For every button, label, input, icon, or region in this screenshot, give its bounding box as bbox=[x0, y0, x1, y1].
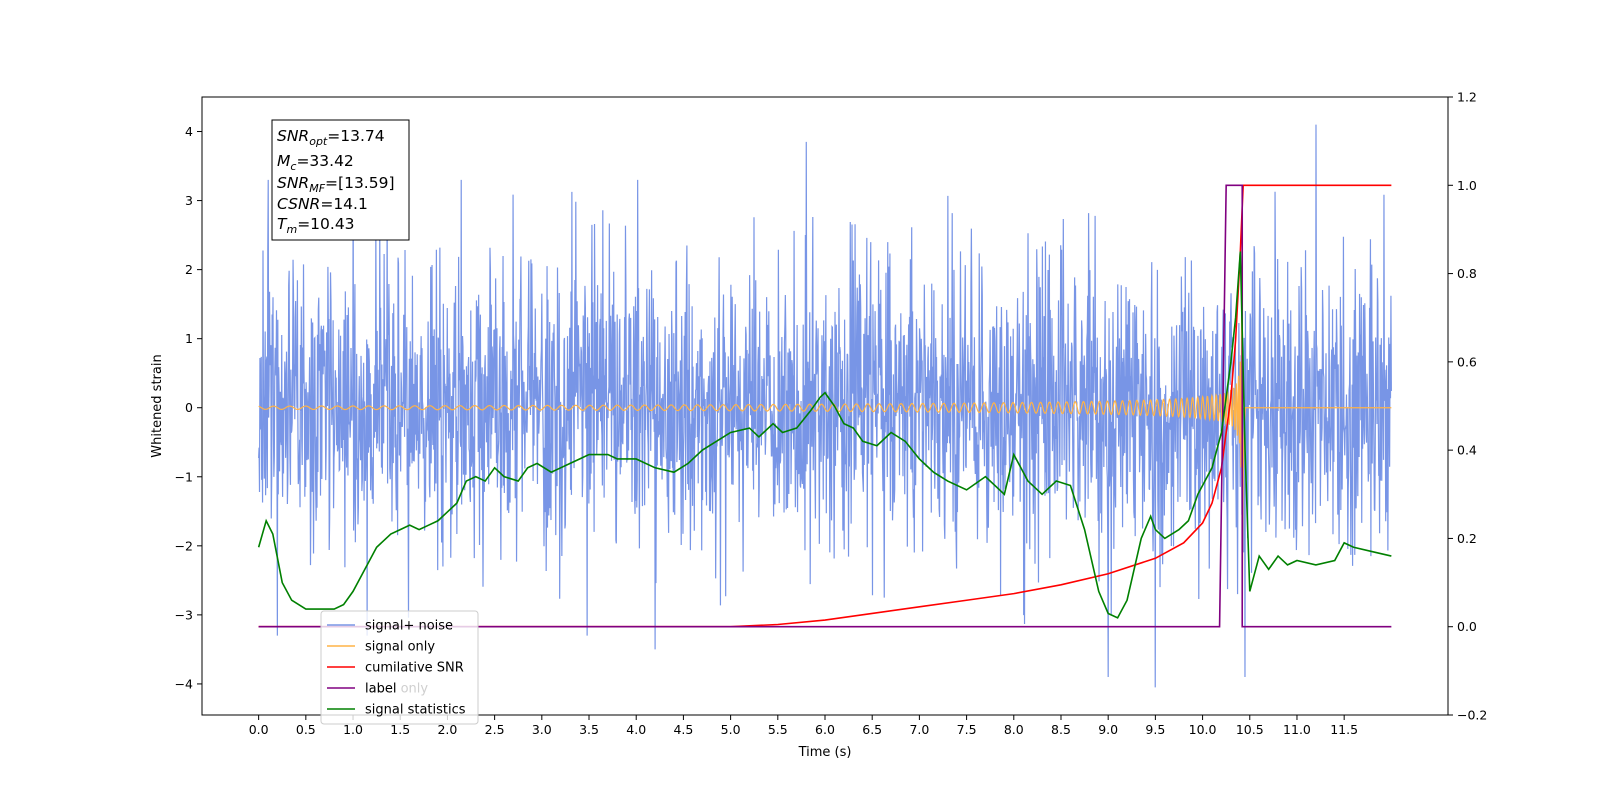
legend-item-signal-noise: signal+ noise bbox=[327, 619, 453, 634]
x-tick-label: 10.0 bbox=[1189, 722, 1217, 737]
legend-item-label-only: label only bbox=[365, 682, 428, 697]
y2-tick-label: 0.0 bbox=[1457, 619, 1477, 634]
x-tick-label: 4.0 bbox=[626, 722, 646, 737]
x-tick-label: 8.0 bbox=[1004, 722, 1024, 737]
y-tick-label: 4 bbox=[185, 124, 193, 139]
series-label bbox=[258, 184, 1392, 628]
y-tick-label: 0 bbox=[185, 400, 193, 415]
x-tick-label: 6.0 bbox=[815, 722, 835, 737]
legend-item-signal-statistics: signal statistics bbox=[327, 703, 466, 718]
y2-tick-label: 0.8 bbox=[1457, 266, 1477, 281]
x-tick-label: 1.5 bbox=[390, 722, 410, 737]
x-tick-label: 0.0 bbox=[249, 722, 269, 737]
x-tick-label: 7.5 bbox=[957, 722, 977, 737]
series-layer bbox=[257, 124, 1392, 688]
info-line-snr-mf: SNRMF=[13.59] bbox=[277, 174, 395, 195]
y-axis-right: −0.2 0.0 0.2 0.4 0.6 0.8 1.0 1.2 bbox=[1448, 90, 1487, 723]
x-tick-label: 7.0 bbox=[909, 722, 929, 737]
y-tick-label: −4 bbox=[175, 676, 193, 691]
legend: signal+ noise signal only cumilative SNR… bbox=[320, 610, 479, 725]
y-tick-label: 3 bbox=[185, 193, 193, 208]
legend-item-cumilative-snr: cumilative SNR bbox=[327, 661, 464, 676]
x-axis: 0.0 0.5 1.0 1.5 2.0 2.5 3.0 3.5 4.0 4.5 5.0 5.5 6.0 6… bbox=[249, 715, 1358, 737]
x-tick-label: 11.0 bbox=[1283, 722, 1311, 737]
series-cumilative-snr bbox=[258, 184, 1392, 628]
y-axis-left: −4 −3 −2 −1 0 1 2 3 4 bbox=[175, 124, 202, 691]
series-signal-statistics bbox=[257, 251, 1392, 619]
legend-label: signal+ noise bbox=[365, 619, 453, 634]
x-tick-label: 3.0 bbox=[532, 722, 552, 737]
y-tick-label: −3 bbox=[175, 607, 193, 622]
y2-tick-label: 1.2 bbox=[1457, 90, 1477, 105]
legend-label: signal only bbox=[365, 640, 435, 655]
legend-label: signal statistics bbox=[365, 703, 466, 718]
legend-label-faded: label only bbox=[365, 682, 428, 697]
x-tick-label: 1.0 bbox=[343, 722, 363, 737]
legend-label: label bbox=[365, 682, 396, 697]
x-tick-label: 3.5 bbox=[579, 722, 599, 737]
x-tick-label: 6.5 bbox=[862, 722, 882, 737]
y-tick-label: −1 bbox=[175, 469, 193, 484]
info-box-frame bbox=[271, 119, 410, 241]
legend-item-signal-only: signal only bbox=[327, 640, 435, 655]
x-tick-label: 11.5 bbox=[1330, 722, 1358, 737]
x-tick-label: 5.5 bbox=[768, 722, 788, 737]
legend-label: cumilative SNR bbox=[365, 661, 464, 676]
legend-item-label: label bbox=[327, 682, 396, 697]
series-signal-only bbox=[258, 308, 1392, 616]
y2-tick-label: −0.2 bbox=[1457, 708, 1487, 723]
x-tick-label: 0.5 bbox=[296, 722, 316, 737]
x-axis-label: Time (s) bbox=[798, 745, 852, 760]
legend-frame bbox=[320, 610, 479, 725]
y2-tick-label: 0.6 bbox=[1457, 354, 1477, 369]
y-tick-label: 2 bbox=[185, 262, 193, 277]
info-line-tm: Tm=10.43 bbox=[277, 215, 355, 236]
x-tick-label: 8.5 bbox=[1051, 722, 1071, 737]
y-axis-label: Whitened strain bbox=[150, 354, 165, 457]
x-tick-label: 10.5 bbox=[1236, 722, 1264, 737]
x-tick-label: 4.5 bbox=[673, 722, 693, 737]
x-tick-label: 9.0 bbox=[1098, 722, 1118, 737]
y-tick-label: −2 bbox=[175, 538, 193, 553]
x-tick-label: 5.0 bbox=[721, 722, 741, 737]
y2-tick-label: 0.2 bbox=[1457, 531, 1477, 546]
y-tick-label: 1 bbox=[185, 331, 193, 346]
x-tick-label: 9.5 bbox=[1145, 722, 1165, 737]
y2-tick-label: 0.4 bbox=[1457, 443, 1477, 458]
info-line-mc: Mc=33.42 bbox=[277, 152, 354, 173]
x-tick-label: 2.0 bbox=[437, 722, 457, 737]
info-box: SNRopt=13.74 Mc=33.42 SNRMF=[13.59] CSNR… bbox=[271, 119, 410, 241]
info-line-snr-opt: SNRopt=13.74 bbox=[277, 127, 385, 148]
info-line-csnr: CSNR=14.1 bbox=[277, 195, 368, 213]
y2-tick-label: 1.0 bbox=[1457, 178, 1477, 193]
x-tick-label: 2.5 bbox=[485, 722, 505, 737]
